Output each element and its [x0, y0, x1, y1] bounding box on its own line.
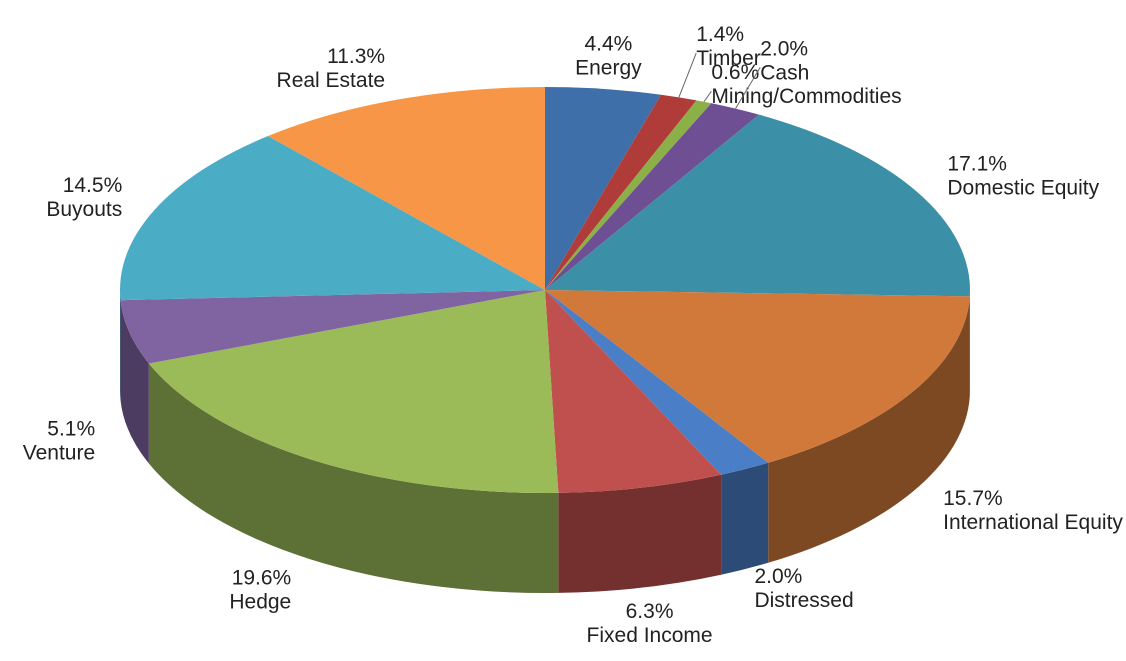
value-label: 0.6% [711, 61, 759, 84]
value-label: 19.6% [232, 567, 292, 590]
slice-side [721, 462, 769, 575]
category-label: Domestic Equity [947, 177, 1099, 200]
value-label: 5.1% [47, 418, 95, 441]
category-label: Timber [696, 47, 761, 70]
category-label: Venture [23, 442, 95, 465]
slice-label: 11.3%Real Estate [277, 45, 386, 92]
value-label: 2.0% [754, 565, 802, 588]
slice [545, 290, 970, 463]
value-label: 15.7% [943, 487, 1003, 510]
slice [545, 290, 722, 493]
slice [545, 114, 970, 297]
leader-line [678, 52, 697, 98]
slice-label: 17.1%Domestic Equity [947, 153, 1099, 200]
value-label: 6.3% [626, 600, 674, 623]
category-label: Distressed [754, 589, 853, 612]
slice [267, 87, 545, 290]
slice-label: 1.4%Timber [696, 23, 761, 70]
value-label: 11.3% [327, 45, 385, 68]
value-label: 14.5% [63, 174, 123, 197]
slice [545, 94, 697, 291]
category-label: Mining/Commodities [711, 85, 901, 108]
category-label: International Equity [943, 511, 1123, 534]
slice-label: 5.1%Venture [23, 418, 95, 465]
slice [545, 290, 769, 475]
slice [148, 290, 559, 493]
slice-label: 19.6%Hedge [229, 567, 291, 614]
category-label: Hedge [229, 591, 291, 614]
slice-side [768, 296, 970, 563]
category-label: Real Estate [277, 69, 386, 92]
slice-label: 0.6%Mining/Commodities [711, 61, 901, 108]
slice [120, 290, 545, 364]
slice-label: 2.0%Distressed [754, 565, 853, 612]
value-label: 1.4% [696, 23, 744, 46]
slice-label: 14.5%Buyouts [46, 174, 122, 221]
slice-side [558, 474, 722, 593]
value-label: 17.1% [947, 153, 1007, 176]
value-label: 4.4% [584, 32, 632, 55]
slice-label: 2.0%Cash [760, 37, 809, 84]
category-label: Cash [760, 61, 809, 84]
slice-label: 15.7%International Equity [943, 487, 1123, 534]
slice [545, 100, 712, 290]
slice-side [120, 300, 149, 464]
slice [545, 103, 760, 290]
slice [545, 87, 662, 290]
category-label: Fixed Income [587, 624, 713, 647]
slice-label: 6.3%Fixed Income [587, 600, 713, 647]
slice-side [120, 290, 121, 401]
slice-side [148, 363, 559, 594]
category-label: Energy [575, 56, 642, 79]
slice-label: 4.4%Energy [575, 32, 642, 79]
slice [120, 136, 546, 301]
category-label: Buyouts [46, 198, 122, 221]
leader-line [703, 90, 712, 103]
leader-line [735, 67, 761, 109]
value-label: 2.0% [760, 37, 808, 60]
